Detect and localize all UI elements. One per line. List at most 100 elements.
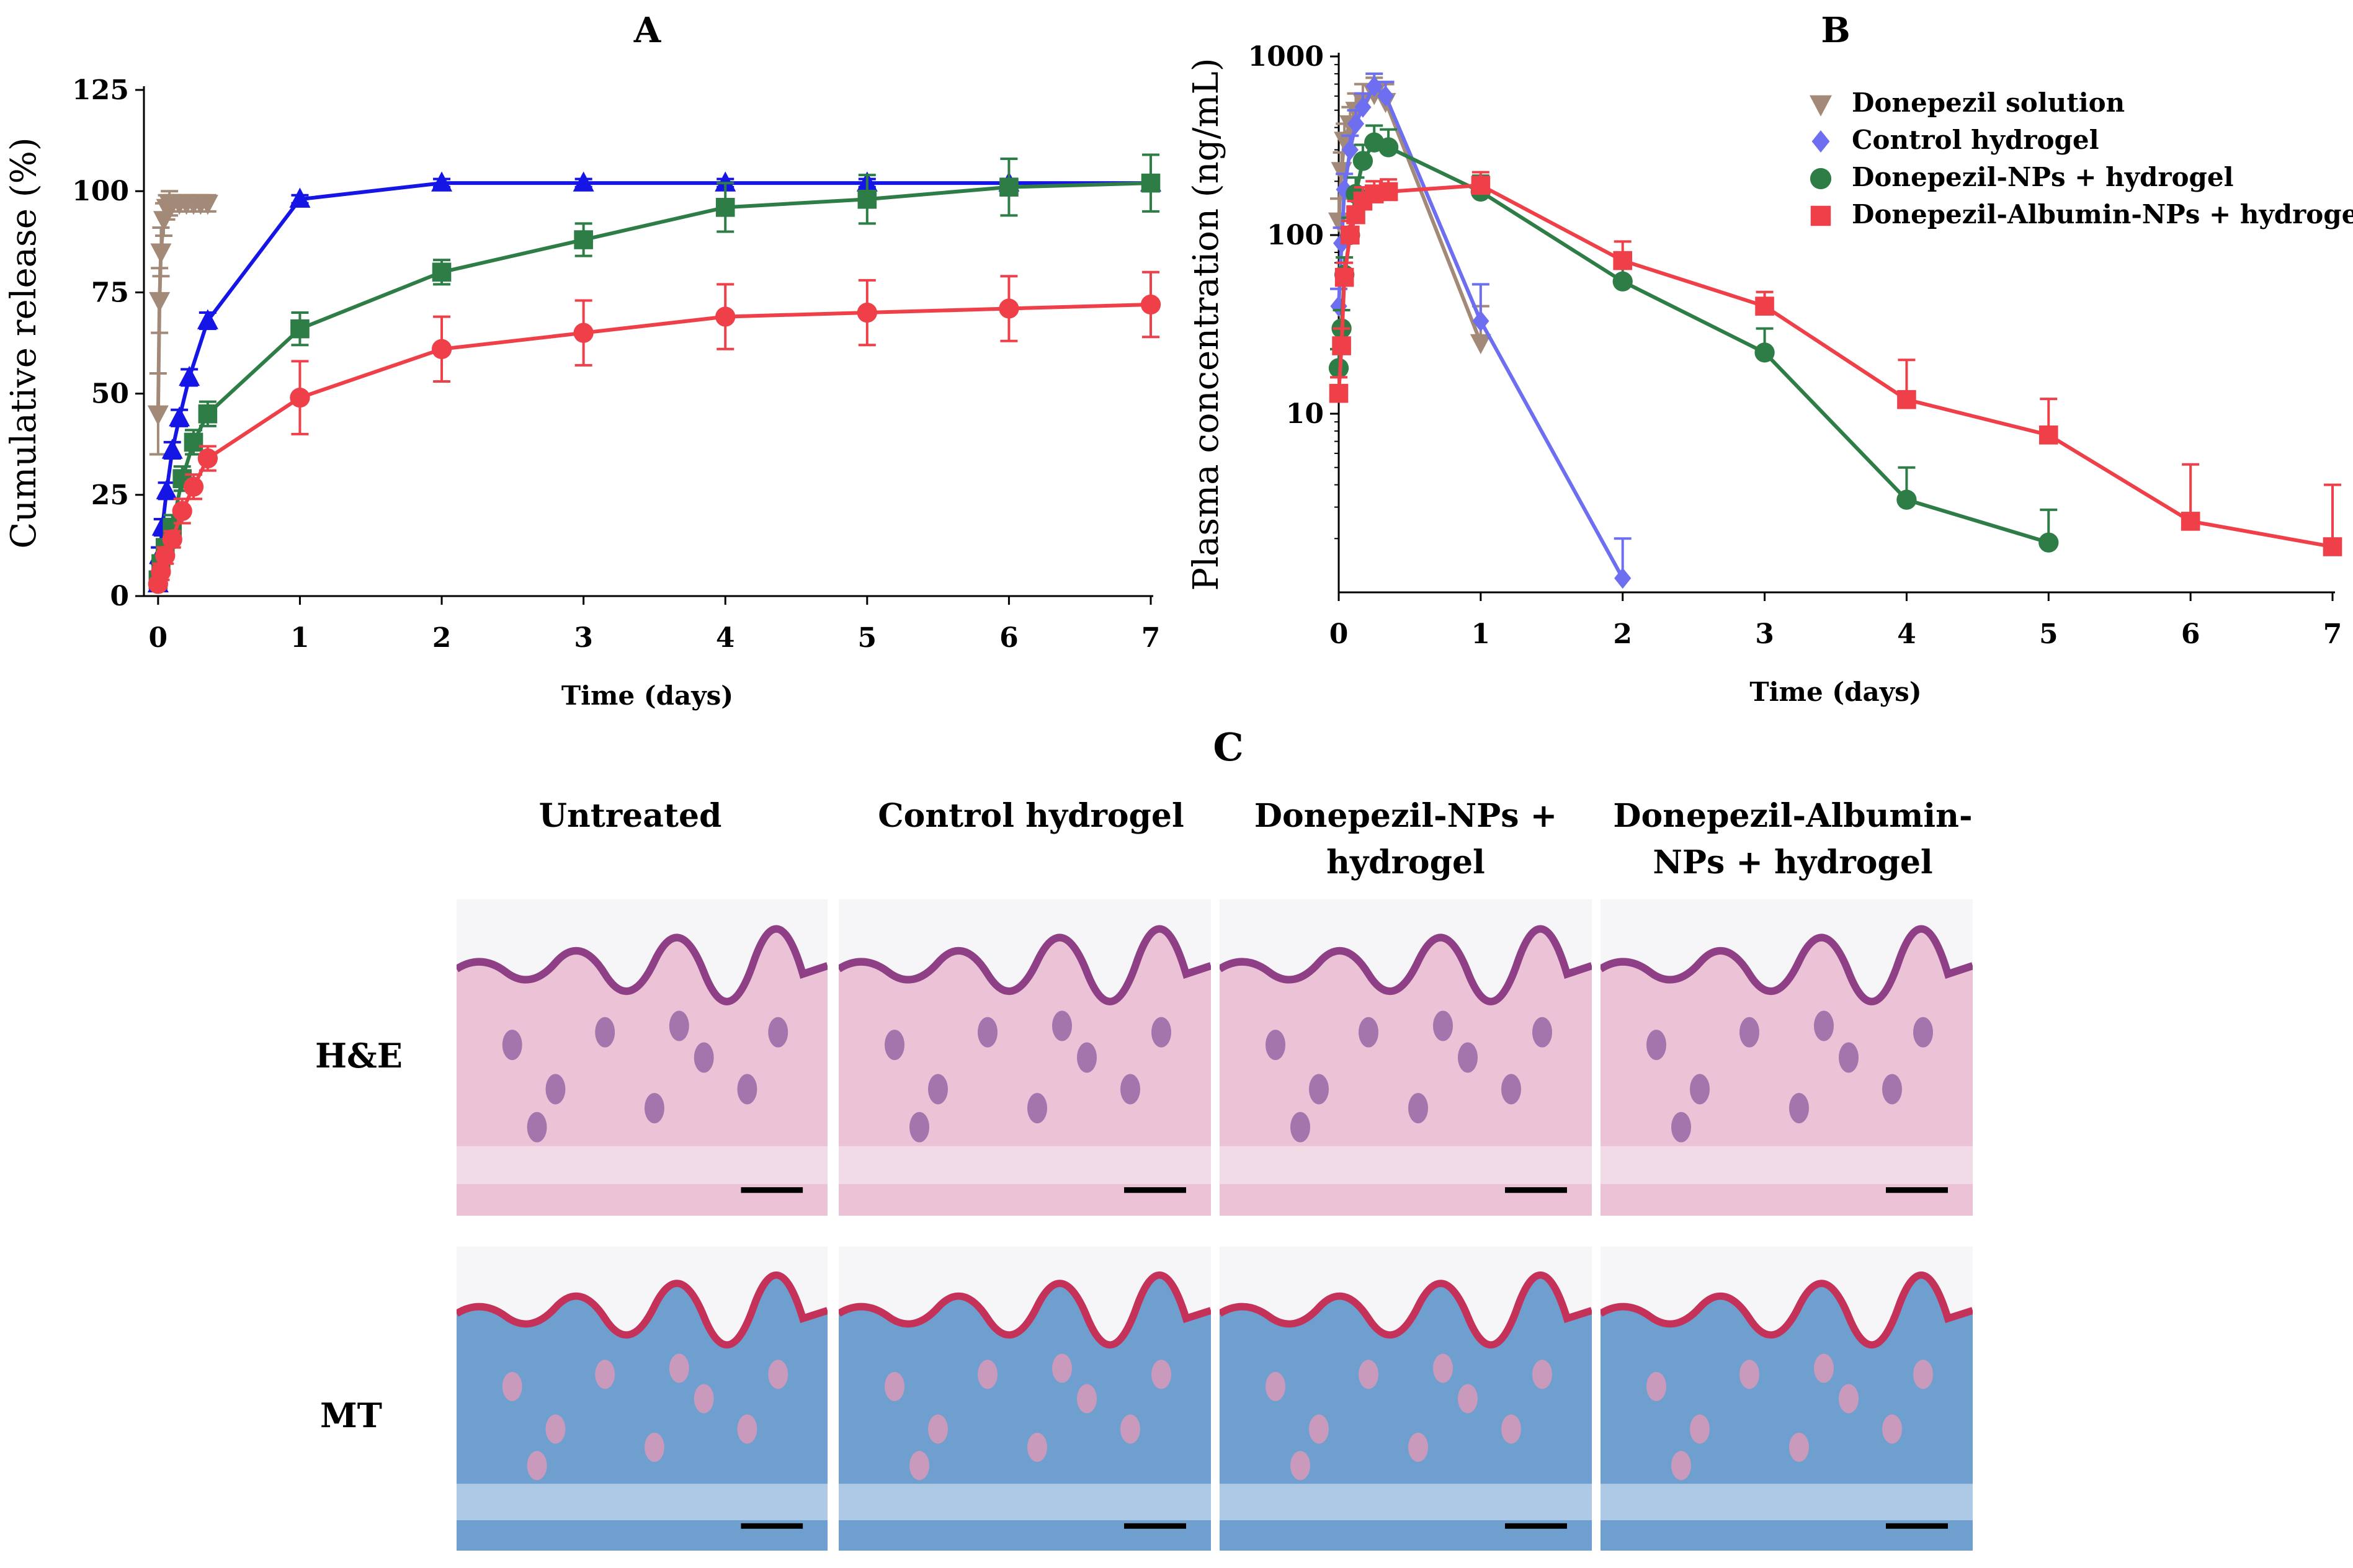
chart-b-line-donepezil-albumin-nps-hydrogel: [1337, 183, 2333, 549]
chart-a-point: [715, 198, 735, 217]
chart-b-point: [1332, 336, 1351, 355]
chart-a-x-tick-label: 7: [1141, 622, 1161, 654]
histology-he-donepezil-albumin-nps: [1601, 899, 1973, 1216]
chart-a-point: [155, 545, 176, 566]
chart-b-legend-marker: [1810, 205, 1831, 226]
chart-b-point: [1352, 151, 1373, 171]
chart-b-point: [2181, 512, 2200, 531]
chart-a-point: [431, 171, 453, 192]
chart-b-x-tick-label: 6: [2181, 618, 2200, 650]
chart-a-point: [183, 476, 204, 497]
chart-a-point: [172, 501, 192, 522]
chart-b-point: [1330, 295, 1347, 317]
chart-b-point: [1612, 271, 1633, 292]
histology-mt-untreated: [457, 1247, 828, 1551]
chart-a-point: [197, 195, 218, 215]
chart-b-legend-marker: [1810, 167, 1832, 190]
column-header-untreated: Untreated: [538, 797, 722, 835]
chart-a-point: [156, 479, 177, 499]
chart-a-series-donepezil-solution: [147, 190, 218, 456]
chart-a-point: [432, 262, 452, 282]
chart-a-y-label: Cumulative release (%): [4, 137, 44, 548]
chart-b-legend-label: Donepezil-NPs + hydrogel: [1852, 162, 2234, 192]
chart-b-x-tick-label: 5: [2039, 618, 2058, 650]
chart-a-point: [573, 171, 594, 192]
chart-b-point: [1336, 179, 1353, 200]
chart-b-point: [1614, 568, 1632, 589]
chart-b-x-tick-label: 1: [1471, 618, 1491, 650]
chart-b-point: [1472, 310, 1489, 332]
column-header-donepezil-albumin-nps: Donepezil-Albumin- NPs + hydrogel: [1613, 797, 1973, 882]
chart-a-point: [857, 302, 877, 323]
chart-b-y-label: Plasma concentration (ng/mL): [1186, 58, 1226, 590]
chart-a-point: [1140, 294, 1161, 315]
chart-a-point: [179, 365, 200, 386]
chart-a-point: [715, 306, 736, 327]
chart-a-y-tick-label: 25: [91, 479, 129, 511]
histology-he-donepezil-nps: [1220, 899, 1592, 1216]
chart-b-point: [1754, 342, 1775, 363]
chart-a-x-tick-label: 0: [149, 622, 168, 654]
histology-mt-control-hydrogel: [839, 1247, 1211, 1551]
chart-b-point: [1377, 85, 1395, 107]
row-label-mt: MT: [320, 1396, 382, 1435]
histology-mt-donepezil-nps: [1220, 1247, 1592, 1551]
chart-a-point: [290, 387, 310, 408]
chart-b: B 0 1 2 3 4 5 6 7 10 100 1000 Time (days) Plasma conc…: [1186, 10, 2353, 707]
row-label-he: H&E: [315, 1036, 403, 1076]
chart-b-point: [1755, 296, 1774, 316]
histology-he-untreated: [457, 899, 828, 1216]
chart-b-line-control-hydrogel: [1337, 83, 1625, 579]
chart-b-legend-label: Donepezil-Albumin-NPs + hydrogel: [1852, 199, 2353, 229]
chart-a-point: [197, 448, 218, 469]
panel-c-letter: C: [1213, 724, 1244, 770]
chart-b-point: [1329, 383, 1349, 403]
chart-b-point: [1470, 334, 1491, 355]
chart-a-point: [162, 529, 182, 550]
chart-b-x-tick-label: 3: [1755, 618, 1774, 650]
chart-a-point: [999, 177, 1019, 197]
chart-a-line-control-hydrogel: [156, 181, 1151, 584]
chart-a-x-tick-label: 1: [290, 622, 310, 654]
chart-a-x-label: Time (days): [561, 680, 733, 711]
chart-a-y-tick-label: 75: [91, 277, 129, 308]
chart-a-point: [150, 243, 172, 264]
chart-b-legend-label: Control hydrogel: [1852, 125, 2099, 155]
chart-b-legend: Donepezil solution Control hydrogel Donepe…: [1810, 87, 2353, 229]
chart-b-point: [2038, 425, 2058, 445]
chart-a-y-tick-label: 0: [110, 581, 129, 612]
chart-b-point: [2038, 532, 2059, 553]
chart-b-point: [1613, 251, 1633, 270]
chart-a-point: [151, 561, 171, 582]
chart-b-point: [1334, 267, 1354, 287]
column-header-control-hydrogel: Control hydrogel: [878, 797, 1184, 835]
chart-b-y-tick-label: 1000: [1248, 41, 1324, 73]
chart-a-point: [184, 432, 203, 452]
chart-b-point: [2323, 537, 2342, 556]
chart-b-x-label: Time (days): [1749, 677, 1921, 707]
chart-b-point: [1471, 176, 1491, 195]
chart-a-point: [715, 171, 736, 192]
chart-a-point: [169, 406, 190, 427]
chart-a-series-donepezil-albumin-nps-hydrogel: [148, 270, 1161, 594]
chart-b-x-tick-label: 4: [1897, 618, 1916, 650]
chart-b-point: [1896, 489, 1917, 510]
chart-b-legend-marker: [1810, 95, 1832, 117]
chart-b-series-control-hydrogel: [1330, 72, 1632, 589]
chart-b-x-tick-label: 0: [1329, 618, 1349, 650]
chart-a-point: [161, 439, 183, 459]
chart-b-point: [1341, 225, 1360, 245]
chart-a-point: [574, 230, 593, 249]
chart-a-x-tick-label: 3: [574, 622, 593, 654]
histology-mt-donepezil-albumin-nps: [1601, 1247, 1973, 1551]
chart-b-point: [1354, 96, 1372, 118]
chart-b-point: [1378, 137, 1399, 158]
chart-b-point: [1378, 182, 1398, 202]
chart-b-y-tick-label: 100: [1267, 220, 1324, 251]
histology-he-control-hydrogel: [839, 899, 1211, 1216]
chart-b-title: B: [1821, 10, 1850, 51]
chart-b-x-tick-label: 2: [1613, 618, 1632, 650]
chart-a-point: [1141, 173, 1161, 193]
chart-a-x-tick-label: 5: [858, 622, 877, 654]
chart-a-y-tick-label: 50: [91, 378, 129, 410]
